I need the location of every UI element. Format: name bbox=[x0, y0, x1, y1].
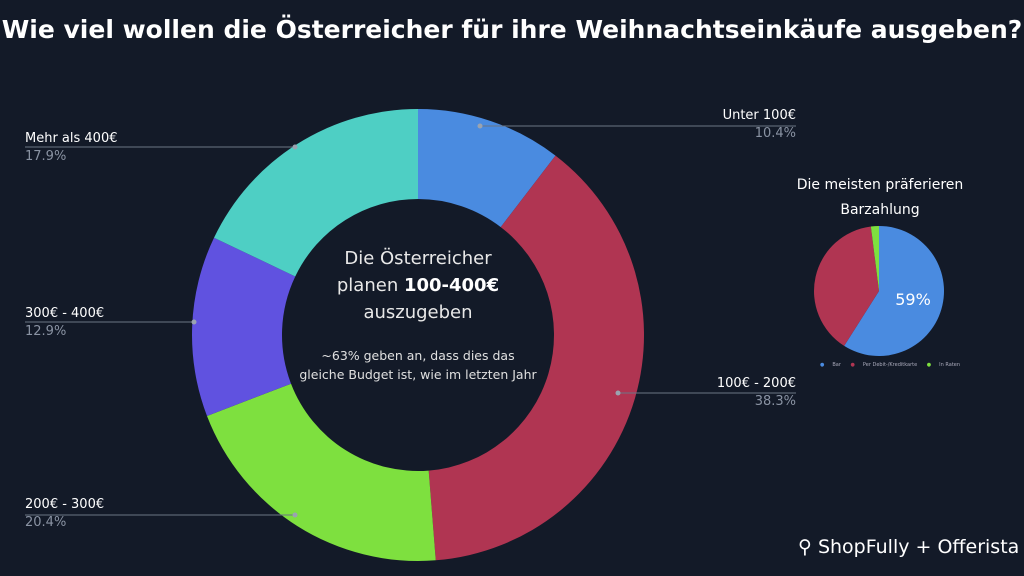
legend-raten: In Raten bbox=[939, 362, 961, 368]
label-mehr-als-400: Mehr als 400€ 17.9% bbox=[25, 131, 118, 164]
page-title: Wie viel wollen die Österreicher für ihr… bbox=[1, 15, 1023, 44]
pie-title: Die meisten präferieren Barzahlung bbox=[796, 177, 964, 218]
label-unter-100: Unter 100€ 10.4% bbox=[722, 108, 796, 141]
donut-slice-1 bbox=[428, 155, 644, 561]
legend-karte: Per Debit-/Kreditkarte bbox=[862, 362, 918, 368]
pie-slice-2 bbox=[870, 226, 879, 291]
donut-center-text: Die Österreicher planen 100-400€ auszugebe… bbox=[299, 248, 537, 382]
logo: ⚲ ShopFully + Offerista bbox=[798, 536, 1020, 558]
donut-slice-2 bbox=[206, 383, 436, 561]
pie-data-label: 59% bbox=[895, 290, 931, 309]
label-200-300: 200€ - 300€ 20.4% bbox=[25, 497, 105, 530]
donut-slice-4 bbox=[214, 109, 418, 277]
leader-dot-2 bbox=[292, 512, 298, 518]
leader-dot-4 bbox=[292, 144, 298, 150]
leader-dot-1 bbox=[615, 390, 621, 396]
label-300-400: 300€ - 400€ 12.9% bbox=[25, 306, 105, 339]
leader-dot-0 bbox=[477, 123, 483, 129]
donut-slice-3 bbox=[191, 237, 296, 416]
donut-slice-0 bbox=[418, 109, 556, 228]
label-100-200: 100€ - 200€ 38.3% bbox=[716, 376, 796, 409]
legend-bar: Bar bbox=[832, 362, 841, 368]
pie-legend: ● Bar ● Per Debit-/Kreditkarte ● In Raten bbox=[820, 362, 961, 368]
leader-dot-3 bbox=[191, 319, 197, 325]
pie-slice-1 bbox=[814, 226, 879, 346]
pie-slice-0 bbox=[844, 226, 944, 356]
